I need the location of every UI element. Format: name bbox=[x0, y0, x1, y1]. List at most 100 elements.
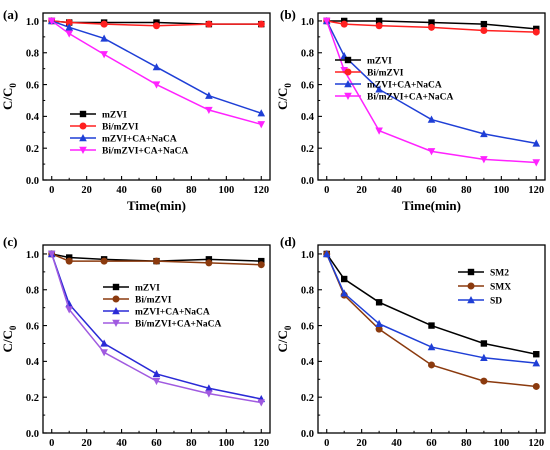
data-point bbox=[205, 384, 213, 392]
data-point bbox=[428, 322, 435, 329]
series-mZVI+CA+NaCA bbox=[47, 16, 266, 117]
data-point bbox=[480, 353, 488, 361]
series-line bbox=[51, 20, 262, 126]
data-point bbox=[532, 159, 541, 167]
data-point bbox=[205, 256, 213, 263]
series-line bbox=[51, 253, 262, 404]
data-point bbox=[427, 115, 436, 123]
data-point bbox=[340, 289, 348, 297]
x-tick-label: 120 bbox=[528, 438, 544, 449]
x-tick-label: 20 bbox=[81, 185, 92, 196]
x-axis-label: Time(min) bbox=[402, 198, 461, 213]
plot-frame bbox=[317, 244, 546, 434]
y-tick-label: 1.0 bbox=[26, 17, 39, 28]
x-axis-label: Time(min) bbox=[127, 198, 186, 213]
data-point bbox=[428, 23, 435, 31]
legend-swatch-marker bbox=[112, 295, 120, 303]
data-point bbox=[375, 325, 383, 333]
data-point bbox=[428, 361, 435, 369]
y-tick-label: 0.8 bbox=[26, 286, 39, 297]
series-mZVI+CA+NaCA bbox=[322, 16, 541, 147]
series-Bi/mZVI bbox=[323, 17, 540, 36]
x-tick-label: 100 bbox=[218, 438, 234, 449]
series-line bbox=[326, 253, 537, 355]
x-tick-label: 0 bbox=[324, 185, 329, 196]
x-tick-label: 100 bbox=[218, 185, 234, 196]
legend: SM2 SMX SD bbox=[458, 269, 511, 307]
legend-swatch-marker bbox=[79, 122, 87, 130]
legend-label: mZVI+CA+NaCA bbox=[102, 135, 177, 145]
data-point bbox=[65, 23, 73, 31]
y-tick-label: 0.6 bbox=[26, 80, 39, 91]
data-point bbox=[480, 377, 488, 385]
x-tick-label: 40 bbox=[391, 185, 402, 196]
data-point bbox=[65, 254, 73, 261]
panel-label: (d) bbox=[280, 234, 296, 249]
y-tick-label: 0.6 bbox=[301, 321, 314, 332]
legend-label: mZVI bbox=[367, 57, 392, 67]
x-tick-label: 120 bbox=[528, 185, 544, 196]
x-tick-label: 20 bbox=[81, 438, 92, 449]
panel-label: (a) bbox=[3, 7, 18, 22]
y-tick-label: 0.0 bbox=[301, 176, 314, 187]
data-point bbox=[480, 26, 488, 34]
x-tick-label: 40 bbox=[391, 438, 402, 449]
data-point bbox=[205, 106, 213, 115]
legend-label: Bi/mZVI+CA+NaCA bbox=[102, 147, 188, 157]
series-Bi/mZVI bbox=[48, 17, 265, 30]
x-tick-label: 80 bbox=[461, 185, 472, 196]
legend-label: mZVI bbox=[135, 284, 160, 294]
x-tick-label: 80 bbox=[461, 438, 472, 449]
data-point bbox=[100, 257, 108, 265]
data-point bbox=[65, 306, 73, 314]
y-tick-label: 0.2 bbox=[301, 393, 314, 404]
legend-label: SMX bbox=[490, 283, 511, 293]
x-tick-label: 80 bbox=[186, 185, 197, 196]
legend: mZVI Bi/mZVI mZVI+CA+NaCA Bi/mZVI+CA+NaCA bbox=[335, 57, 453, 103]
series-Bi/mZVI bbox=[48, 250, 265, 269]
legend-label: SD bbox=[490, 297, 502, 307]
legend-label: Bi/mZVI bbox=[135, 296, 172, 306]
chart-panel-4: 0204060801001200.00.20.40.60.81.0Time(mi… bbox=[275, 234, 546, 449]
y-tick-label: 0.6 bbox=[26, 321, 39, 332]
x-tick-label: 60 bbox=[151, 185, 162, 196]
legend-label: Bi/mZVI bbox=[367, 69, 404, 79]
data-point bbox=[257, 399, 266, 407]
x-tick-label: 120 bbox=[253, 438, 269, 449]
data-point bbox=[100, 349, 108, 357]
data-point bbox=[152, 63, 161, 71]
legend-swatch-marker bbox=[112, 307, 120, 315]
legend-label: mZVI+CA+NaCA bbox=[367, 81, 442, 91]
x-tick-label: 100 bbox=[493, 438, 509, 449]
chart-panel-2: 0 20 40 60 80 100 120 0.0 0.2 0.4 0.6 0.8 1.0 Time(mi… bbox=[275, 7, 546, 213]
legend-swatch-marker bbox=[344, 68, 352, 76]
data-point bbox=[375, 319, 383, 327]
data-point bbox=[375, 22, 383, 30]
data-point bbox=[322, 249, 331, 258]
x-tick-label: 60 bbox=[426, 185, 437, 196]
data-point bbox=[153, 22, 160, 30]
legend-swatch-marker bbox=[344, 92, 352, 100]
y-axis-label: C/C0 bbox=[275, 325, 293, 352]
y-tick-label: 0.2 bbox=[301, 144, 314, 155]
y-tick-label: 0.0 bbox=[26, 429, 39, 440]
x-tick-label: 120 bbox=[253, 185, 269, 196]
data-point bbox=[532, 28, 540, 36]
data-point bbox=[65, 19, 73, 27]
data-point bbox=[65, 257, 73, 265]
x-tick-label: 40 bbox=[116, 185, 127, 196]
series-Bi/mZVI+CA+NaCA bbox=[47, 250, 266, 407]
series-Bi/mZVI+CA+NaCA bbox=[322, 17, 541, 167]
x-tick-label: 100 bbox=[493, 185, 509, 196]
x-tick-label: 40 bbox=[116, 438, 127, 449]
legend: mZVI Bi/mZVI mZVI+CA+NaCA Bi/mZVI+CA+NaCA bbox=[70, 111, 188, 157]
x-tick-label: 60 bbox=[426, 438, 437, 449]
legend-swatch-marker bbox=[467, 296, 475, 304]
x-tick-label: 80 bbox=[186, 438, 197, 449]
data-point bbox=[480, 156, 488, 164]
data-point bbox=[257, 121, 266, 129]
data-point bbox=[532, 382, 540, 390]
series-line bbox=[326, 20, 537, 164]
data-point bbox=[258, 257, 265, 265]
y-tick-label: 0.0 bbox=[26, 176, 39, 187]
